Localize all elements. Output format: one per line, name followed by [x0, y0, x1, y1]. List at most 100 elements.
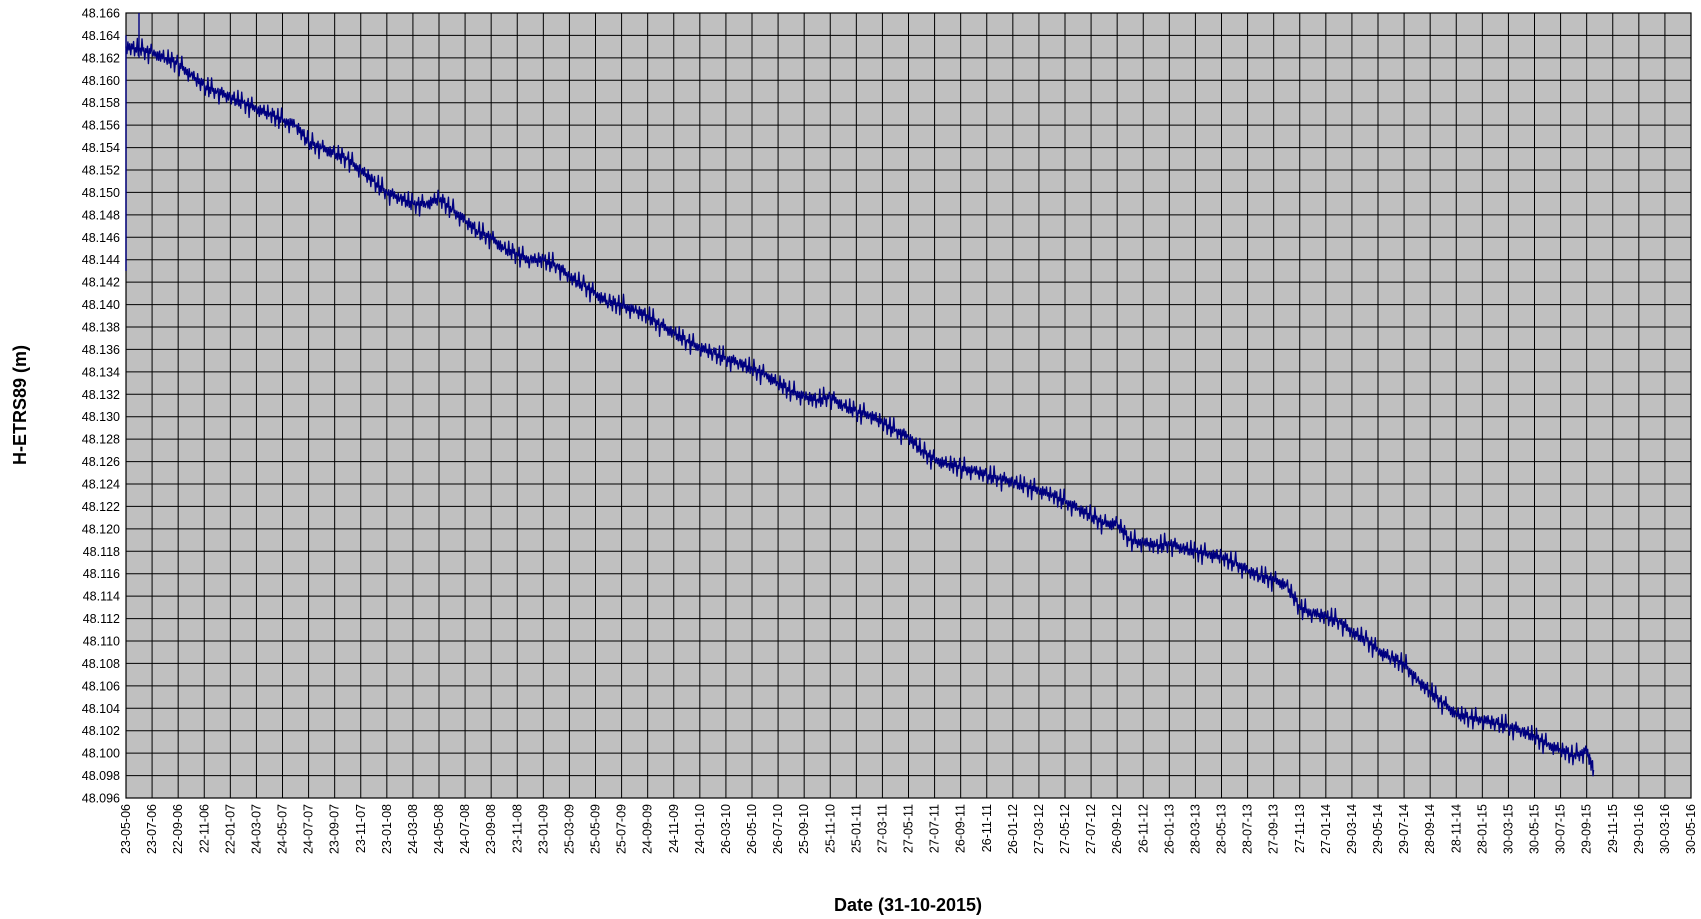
x-tick-label: 28-05-13 — [1215, 804, 1229, 854]
y-tick-labels: 48.166 48.164 48.162 48.160 48.158 48.156 48.1… — [82, 7, 120, 806]
series-spike — [125, 13, 140, 271]
x-tick-label: 29-03-14 — [1345, 804, 1359, 854]
y-tick-label: 48.164 — [82, 29, 120, 43]
x-tick-label: 25-11-10 — [823, 804, 837, 853]
y-axis-title: H-ETRS89 (m) — [10, 345, 30, 465]
x-tick-label: 29-11-15 — [1606, 804, 1620, 853]
x-tick-label: 30-07-15 — [1554, 804, 1568, 854]
x-tick-label: 30-03-15 — [1501, 804, 1515, 854]
y-tick-label: 48.100 — [82, 747, 120, 761]
series-group — [125, 13, 1595, 777]
x-tick-label: 24-03-08 — [406, 804, 420, 854]
y-tick-label: 48.130 — [82, 410, 120, 424]
x-tick-label: 27-09-13 — [1267, 804, 1281, 854]
y-tick-label: 48.146 — [82, 231, 120, 245]
x-tick-label: 24-07-07 — [302, 804, 316, 854]
x-tick-label: 27-11-13 — [1293, 804, 1307, 853]
y-tick-label: 48.136 — [82, 343, 120, 357]
x-tick-label: 26-05-10 — [745, 804, 759, 854]
x-tick-label: 29-09-15 — [1580, 804, 1594, 854]
x-tick-label: 26-09-11 — [954, 804, 968, 853]
x-tick-label: 24-05-07 — [276, 804, 290, 854]
x-tick-label: 23-01-09 — [536, 804, 550, 854]
x-tick-label: 24-11-09 — [667, 804, 681, 853]
y-tick-label: 48.134 — [82, 365, 120, 379]
y-tick-label: 48.126 — [82, 455, 120, 469]
x-tick-label: 24-01-10 — [693, 804, 707, 854]
x-tick-label: 26-11-11 — [980, 804, 994, 852]
x-tick-label: 22-09-06 — [171, 804, 185, 854]
y-tick-label: 48.128 — [82, 433, 120, 447]
y-tick-label: 48.116 — [83, 567, 120, 581]
x-axis-title: Date (31-10-2015) — [834, 895, 982, 915]
x-tick-label: 26-03-10 — [719, 804, 733, 854]
x-tick-label: 23-01-08 — [380, 804, 394, 854]
x-tick-label: 28-01-15 — [1475, 804, 1489, 854]
x-tick-label: 24-03-07 — [249, 804, 263, 854]
x-tick-label: 24-05-08 — [432, 804, 446, 854]
y-tick-label: 48.118 — [83, 545, 120, 559]
x-tick-label: 25-01-11 — [849, 804, 863, 853]
y-tick-label: 48.108 — [82, 657, 120, 671]
x-tick-label: 27-05-12 — [1058, 804, 1072, 854]
x-tick-label: 28-07-13 — [1241, 804, 1255, 854]
y-tick-label: 48.104 — [82, 702, 120, 716]
x-tick-label: 26-01-12 — [1006, 804, 1020, 854]
x-tick-label: 26-07-10 — [771, 804, 785, 854]
x-tick-label: 24-09-09 — [641, 804, 655, 854]
y-tick-label: 48.098 — [82, 769, 120, 783]
y-tick-label: 48.154 — [82, 141, 120, 155]
x-tick-label: 23-11-07 — [354, 804, 368, 853]
x-tick-label: 23-05-06 — [119, 804, 133, 854]
y-tick-label: 48.138 — [82, 321, 120, 335]
x-tick-label: 25-09-10 — [797, 804, 811, 854]
y-tick-label: 48.144 — [82, 253, 120, 267]
x-tick-label: 27-05-11 — [902, 804, 916, 853]
x-tick-label: 25-03-09 — [562, 804, 576, 854]
x-tick-label: 23-11-08 — [510, 804, 524, 853]
x-tick-label: 27-03-11 — [875, 804, 889, 853]
x-tick-labels: 23-05-06 23-07-06 22-09-06 22-11-06 22-01-07… — [119, 804, 1698, 854]
y-tick-label: 48.162 — [82, 51, 120, 65]
vertical-gridlines — [125, 13, 1692, 798]
x-tick-label: 29-01-16 — [1632, 804, 1646, 854]
x-tick-label: 27-03-12 — [1032, 804, 1046, 854]
series-line — [125, 37, 1595, 777]
y-tick-label: 48.114 — [83, 590, 120, 604]
x-tick-label: 25-05-09 — [589, 804, 603, 854]
y-tick-label: 48.132 — [82, 388, 120, 402]
x-tick-label: 30-05-15 — [1528, 804, 1542, 854]
plot-border — [125, 12, 1692, 799]
y-tick-label: 48.150 — [82, 186, 120, 200]
y-tick-label: 48.156 — [82, 119, 120, 133]
y-tick-label: 48.106 — [82, 679, 120, 693]
y-tick-label: 48.152 — [82, 164, 120, 178]
y-tick-label: 48.096 — [82, 792, 120, 806]
x-tick-label: 22-11-06 — [197, 804, 211, 853]
x-tick-label: 23-07-06 — [145, 804, 159, 854]
x-tick-label: 30-03-16 — [1658, 804, 1672, 854]
x-tick-label: 30-05-16 — [1684, 804, 1698, 854]
y-tick-label: 48.160 — [82, 74, 120, 88]
x-tick-label: 28-03-13 — [1188, 804, 1202, 854]
y-tick-label: 48.112 — [83, 612, 120, 626]
y-tick-label: 48.166 — [82, 7, 120, 21]
x-tick-label: 27-07-12 — [1084, 804, 1098, 854]
y-tick-label: 48.142 — [82, 276, 120, 290]
x-tick-label: 29-07-14 — [1397, 804, 1411, 854]
x-tick-label: 27-07-11 — [928, 804, 942, 853]
x-tick-label: 27-01-14 — [1319, 804, 1333, 854]
x-tick-label: 26-01-13 — [1162, 804, 1176, 854]
y-tick-label: 48.120 — [82, 522, 120, 536]
x-tick-label: 26-09-12 — [1110, 804, 1124, 854]
x-tick-label: 22-01-07 — [223, 804, 237, 854]
y-tick-label: 48.122 — [82, 500, 120, 514]
x-tick-label: 25-07-09 — [615, 804, 629, 854]
y-tick-label: 48.148 — [82, 208, 120, 222]
y-tick-label: 48.140 — [82, 298, 120, 312]
x-tick-label: 23-09-07 — [328, 804, 342, 854]
x-tick-label: 28-09-14 — [1423, 804, 1437, 854]
y-tick-label: 48.110 — [83, 635, 120, 649]
y-tick-label: 48.124 — [82, 478, 120, 492]
